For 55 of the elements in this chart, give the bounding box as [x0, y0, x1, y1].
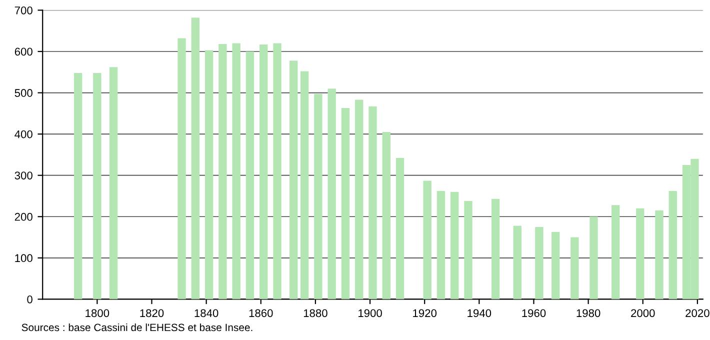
- x-tick-label: 1800: [86, 309, 110, 318]
- bar: [450, 192, 459, 300]
- bar: [382, 132, 390, 300]
- bar: [109, 67, 118, 300]
- bar: [300, 71, 309, 300]
- x-tick-label: 1820: [140, 309, 164, 318]
- x-tick-label: 1920: [413, 309, 437, 318]
- bar: [260, 44, 268, 300]
- bar: [491, 198, 500, 300]
- y-tick-label: 200: [14, 212, 32, 221]
- x-tick-label: 1900: [358, 309, 382, 318]
- bar: [368, 106, 377, 300]
- bar: [218, 44, 227, 300]
- bar: [74, 72, 82, 300]
- bar: [570, 237, 579, 300]
- source-note: Sources : base Cassini de l'EHESS et base Insee.: [22, 323, 252, 332]
- bar: [341, 108, 350, 300]
- bar: [590, 216, 598, 300]
- x-tick-label: 1840: [194, 309, 218, 318]
- bar: [273, 43, 282, 300]
- x-tick-label: 2000: [631, 309, 655, 318]
- bar: [436, 191, 446, 300]
- bar: [355, 100, 364, 300]
- x-tick-label: 1880: [304, 309, 328, 318]
- y-tick-label: 600: [14, 48, 32, 56]
- bar: [423, 180, 432, 300]
- x-tick-label: 1960: [522, 309, 546, 318]
- bar: [551, 232, 560, 300]
- bar: [668, 191, 677, 300]
- bar: [290, 60, 298, 300]
- bar: [204, 50, 214, 300]
- bar: [611, 205, 620, 300]
- bar: [328, 88, 336, 300]
- y-tick-label: 0: [27, 295, 32, 304]
- bar: [314, 94, 322, 300]
- bar: [191, 18, 200, 300]
- y-tick-label: 300: [14, 172, 32, 180]
- y-tick-label: 400: [14, 130, 32, 138]
- bar: [246, 51, 254, 300]
- bar: [232, 43, 240, 300]
- bar: [396, 158, 404, 300]
- bar: [513, 226, 522, 300]
- bar: [464, 200, 472, 300]
- x-tick-label: 2020: [686, 309, 710, 318]
- bar: [178, 38, 186, 300]
- y-tick-label: 100: [15, 254, 32, 262]
- y-tick-label: 500: [14, 89, 32, 97]
- bar: [535, 226, 544, 300]
- x-tick-label: 1940: [468, 309, 492, 318]
- bar: [655, 210, 664, 300]
- bar: [636, 208, 644, 300]
- y-tick-label: 700: [14, 6, 32, 14]
- x-tick-label: 1860: [249, 309, 273, 318]
- x-tick-label: 1980: [576, 309, 600, 318]
- bar: [93, 72, 102, 300]
